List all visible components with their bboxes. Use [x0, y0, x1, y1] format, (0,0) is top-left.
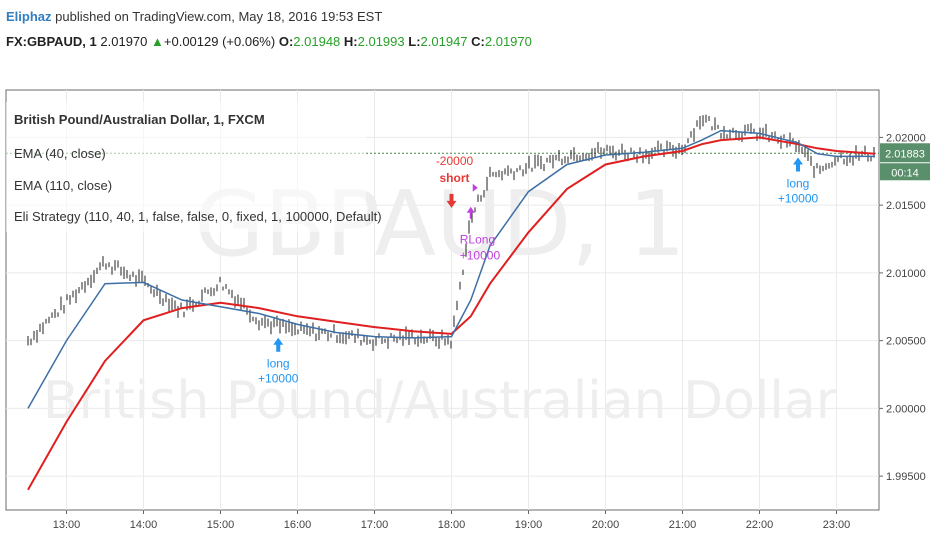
legend-strategy[interactable]: Eli Strategy (110, 40, 1, false, false, … — [14, 209, 382, 224]
legend-title: British Pound/Australian Dollar, 1, FXCM — [14, 112, 265, 127]
price-tag-box — [880, 143, 930, 163]
low-value: 2.01947 — [420, 34, 468, 49]
signal-long: long+10000 — [778, 157, 819, 206]
published-text: published on TradingView.com, May 18, 20… — [51, 9, 383, 24]
quote-line: FX:GBPAUD, 1 2.01970 ▲+0.00129 (+0.06%) … — [6, 34, 532, 49]
x-tick-label: 16:00 — [284, 519, 312, 531]
signal-qty: -20000 — [436, 154, 474, 168]
countdown-value: 00:14 — [891, 167, 919, 179]
last-price: 2.01970 — [100, 34, 148, 49]
y-tick-label: 2.01500 — [886, 200, 926, 212]
x-tick-label: 22:00 — [746, 519, 774, 531]
x-tick-label: 20:00 — [592, 519, 620, 531]
signal-short: -20000 short — [436, 154, 474, 208]
high-value: 2.01993 — [357, 34, 405, 49]
y-tick-label: 2.00500 — [886, 336, 926, 348]
high-label: H: — [343, 34, 358, 49]
watermark-name: British Pound/Australian Dollar — [43, 371, 838, 431]
trade-signals: long+10000-20000shortRLong+10000long+100… — [258, 154, 818, 386]
signal-label: long — [267, 357, 290, 371]
price-tag-value: 2.01883 — [885, 148, 925, 160]
price-tag: 2.01883 00:14 — [880, 143, 930, 181]
time-axis[interactable]: 13:00 14:00 15:00 16:00 17:00 18:00 19:00 20:00… — [53, 510, 851, 531]
signal-qty: +10000 — [460, 249, 501, 263]
candles — [27, 114, 875, 351]
open-label: O: — [278, 34, 294, 49]
signal-qty: +10000 — [258, 372, 299, 386]
signal-qty: +10000 — [778, 192, 819, 206]
x-tick-label: 15:00 — [207, 519, 235, 531]
long-arrow-icon — [793, 157, 803, 172]
ema40-line — [27, 129, 875, 409]
exit-arrow-icon — [466, 206, 475, 219]
x-tick-label: 23:00 — [823, 519, 851, 531]
y-tick-label: 2.00000 — [886, 403, 926, 415]
x-tick-label: 19:00 — [515, 519, 543, 531]
signal-label: short — [440, 171, 470, 185]
author-link[interactable]: Eliphaz — [6, 9, 52, 24]
legend-bg — [6, 102, 366, 232]
signal-label: RLong — [460, 233, 495, 247]
ema110-line — [27, 136, 876, 491]
y-tick-label: 2.01000 — [886, 268, 926, 280]
signal-exit: RLong +10000 — [460, 183, 501, 263]
signal-long: long+10000 — [258, 337, 299, 386]
open-value: 2.01948 — [293, 34, 341, 49]
x-tick-label: 21:00 — [669, 519, 697, 531]
exit-marker-icon — [472, 183, 478, 192]
x-tick-label: 14:00 — [130, 519, 158, 531]
symbol: FX:GBPAUD, 1 — [6, 34, 97, 49]
close-label: C: — [471, 34, 485, 49]
x-tick-label: 17:00 — [361, 519, 389, 531]
countdown-box — [880, 163, 930, 181]
x-tick-label: 18:00 — [438, 519, 466, 531]
short-arrow-icon — [446, 193, 457, 208]
signal-label: long — [787, 177, 810, 191]
long-arrow-icon — [273, 337, 284, 352]
y-tick-label: 1.99500 — [886, 471, 926, 483]
close-value: 2.01970 — [484, 34, 532, 49]
up-arrow-icon: ▲ — [151, 34, 164, 49]
low-label: L: — [408, 34, 421, 49]
price-axis[interactable]: 2.02000 2.01500 2.01000 2.00500 2.00000 1.995… — [879, 132, 926, 483]
legend-ema110[interactable]: EMA (110, close) — [14, 178, 112, 193]
x-tick-label: 13:00 — [53, 519, 81, 531]
y-tick-label: 2.02000 — [886, 132, 926, 144]
legend-ema40[interactable]: EMA (40, close) — [14, 146, 106, 161]
price-change: +0.00129 (+0.06%) — [163, 34, 276, 49]
publish-header: Eliphaz published on TradingView.com, Ma… — [6, 9, 382, 24]
